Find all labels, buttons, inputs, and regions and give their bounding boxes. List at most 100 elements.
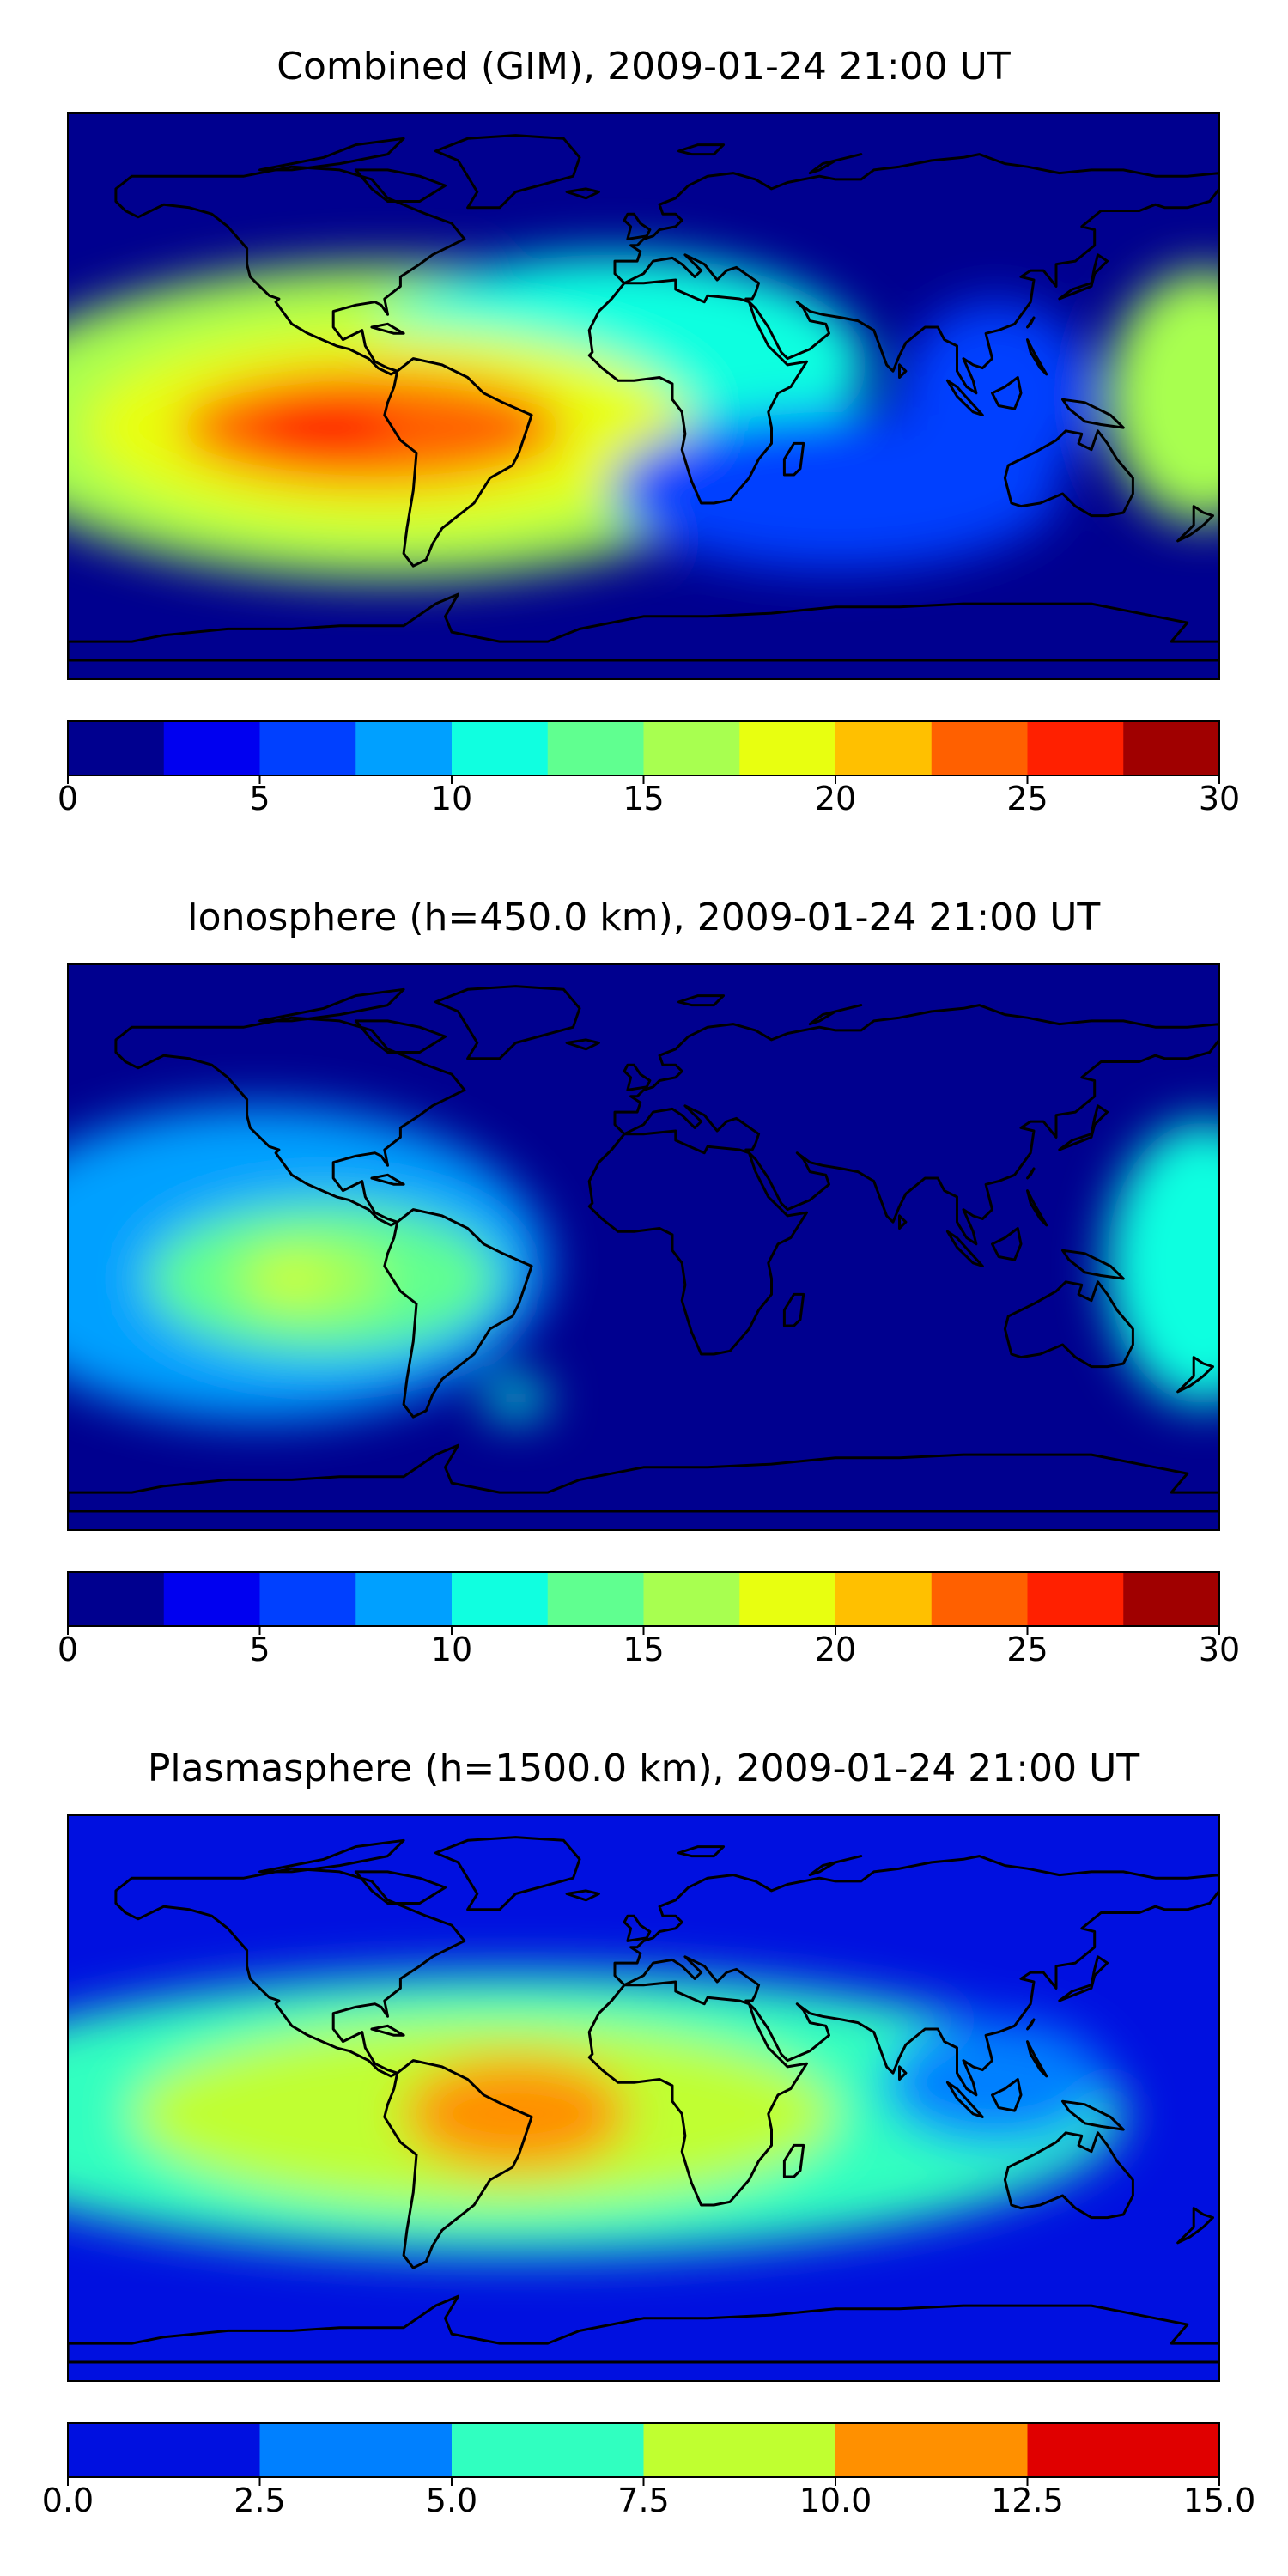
colorbar-tick-label: 5.0 (426, 2482, 477, 2519)
colorbar-segment (1027, 721, 1124, 775)
colorbar-tick-label: 0.0 (42, 2482, 94, 2519)
coastline-australia (1003, 429, 1134, 518)
colorbar-segment (547, 1572, 645, 1626)
colorbar-tick-label: 15 (623, 1631, 664, 1668)
coastline-philippines (1026, 2040, 1048, 2078)
coastline-arcticIs (258, 987, 405, 1023)
panel-1-title: Combined (GIM), 2009-01-24 21:00 UT (276, 45, 1011, 88)
coastline-newGuinea (1061, 1249, 1125, 1280)
coastline-southAmerica (383, 357, 533, 568)
coastline-africa (587, 278, 808, 505)
colorbar-3: 0.0 2.5 5.0 7.5 10.0 12.5 15.0 (42, 2422, 1255, 2519)
coastline-novaya (808, 1855, 863, 1877)
coastline-borneo (991, 2078, 1023, 2112)
coastline-sumatra (945, 379, 984, 416)
colorbar-segment (355, 1572, 453, 1626)
field-contour-8 (1107, 270, 1219, 522)
colorbar-segment (1027, 1572, 1124, 1626)
coastline-australia (1003, 2131, 1134, 2220)
colorbar-tick-label: 15 (623, 780, 664, 817)
map-frame (67, 963, 1220, 1531)
coastline-newZealand (1176, 1356, 1214, 1394)
colorbar-tick-label: 0 (58, 780, 78, 817)
coastline-taiwan (1026, 2018, 1036, 2031)
panel-2-title: Ionosphere (h=450.0 km), 2009-01-24 21:0… (187, 896, 1101, 939)
coastline-borneo (991, 1227, 1023, 1261)
coastline-antarctica (68, 592, 1219, 662)
field-contour-3 (404, 2057, 628, 2171)
coastline-northAmerica (114, 165, 466, 376)
coastline-arcticIs (258, 137, 405, 172)
coastlines (68, 134, 1219, 662)
coastline-cuba (370, 1173, 405, 1186)
colorbar-tick-label: 20 (815, 780, 856, 817)
map-field (68, 113, 1219, 679)
colorbar-segment (643, 1572, 740, 1626)
coastline-greenland (434, 134, 581, 210)
colorbar-tick-label: 25 (1006, 780, 1048, 817)
coastline-sumatra (945, 2081, 984, 2118)
coastline-iceland (565, 187, 600, 200)
colorbar-segment (1123, 721, 1220, 775)
coastline-northAmerica (114, 1867, 466, 2078)
coastlines (68, 985, 1219, 1513)
coastline-africa (587, 1129, 808, 1356)
colorbar-segment (931, 721, 1029, 775)
colorbar-tick-label: 0 (58, 1631, 78, 1668)
coastline-britain (623, 1914, 652, 1942)
map-frame (67, 112, 1220, 680)
colorbar-tick-label: 10.0 (799, 2482, 872, 2519)
coastline-africa (587, 1980, 808, 2207)
coastline-japan (1058, 1104, 1109, 1151)
field-contour-5 (1107, 1121, 1219, 1405)
colorbar-segment (452, 2423, 645, 2477)
coastline-svalbard (677, 1845, 726, 1858)
coastline-greenland (434, 985, 581, 1060)
colorbar-segment (68, 721, 165, 775)
field-contour-6 (397, 405, 538, 463)
coastline-iceland (565, 1038, 600, 1051)
coastline-japan (1058, 1955, 1109, 2002)
colorbar-segment (931, 1572, 1029, 1626)
field-contour-9 (611, 411, 1060, 569)
coastline-novaya (808, 153, 863, 175)
coastline-cuba (370, 322, 405, 335)
coastline-newGuinea (1061, 398, 1125, 429)
panel-2: Ionosphere (h=450.0 km), 2009-01-24 21:0… (58, 896, 1240, 1668)
colorbar-segment (163, 1572, 261, 1626)
coastline-philippines (1026, 338, 1048, 376)
colorbar-segment (259, 1572, 356, 1626)
colorbar-segment (259, 721, 356, 775)
coastline-antarctica (68, 2294, 1219, 2364)
coastline-sriLanka (898, 2065, 908, 2081)
coastline-southAmerica (383, 1208, 533, 1419)
map-field (68, 1815, 1219, 2381)
coastlines (68, 1836, 1219, 2364)
coastline-sriLanka (898, 363, 908, 379)
colorbar-segment (259, 2423, 453, 2477)
coastline-novaya (808, 1004, 863, 1026)
colorbar-tick-label: 12.5 (991, 2482, 1064, 2519)
colorbar-segment (643, 721, 740, 775)
panel-3: Plasmasphere (h=1500.0 km), 2009-01-24 2… (42, 1747, 1256, 2519)
colorbar-segment (68, 1572, 165, 1626)
colorbar-2: 0 5 10 15 20 25 30 (58, 1571, 1240, 1668)
coastline-madagascar (782, 441, 805, 477)
colorbar-segment (835, 1572, 933, 1626)
panel-3-title: Plasmasphere (h=1500.0 km), 2009-01-24 2… (148, 1747, 1139, 1790)
coastline-taiwan (1026, 1167, 1036, 1180)
map-frame (67, 1814, 1220, 2382)
coastline-newGuinea (1061, 2099, 1125, 2131)
colorbar-segment (355, 721, 453, 775)
colorbar-segment (835, 721, 933, 775)
coastline-svalbard (677, 143, 726, 156)
coastline-taiwan (1026, 316, 1036, 329)
coastline-southAmerica (383, 2059, 533, 2269)
coastline-arcticIs (258, 1838, 405, 1874)
colorbar-1: 0 5 10 15 20 25 30 (58, 720, 1240, 817)
coastline-newZealand (1176, 505, 1214, 543)
coastline-antarctica (68, 1443, 1219, 1513)
colorbar-segment (452, 721, 549, 775)
coastline-japan (1058, 253, 1109, 301)
coastline-madagascar (782, 1292, 805, 1327)
